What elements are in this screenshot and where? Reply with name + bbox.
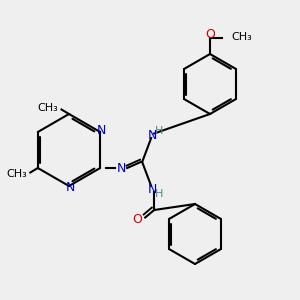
- Text: N: N: [116, 161, 126, 175]
- Text: N: N: [66, 181, 75, 194]
- Text: N: N: [97, 124, 106, 137]
- Text: N: N: [148, 182, 158, 196]
- Text: N: N: [148, 128, 158, 142]
- Text: O: O: [133, 212, 142, 226]
- Text: CH₃: CH₃: [231, 32, 252, 43]
- Text: H: H: [154, 188, 163, 199]
- Text: H: H: [154, 125, 163, 136]
- Text: CH₃: CH₃: [38, 103, 58, 113]
- Text: O: O: [205, 28, 215, 41]
- Text: CH₃: CH₃: [7, 169, 27, 179]
